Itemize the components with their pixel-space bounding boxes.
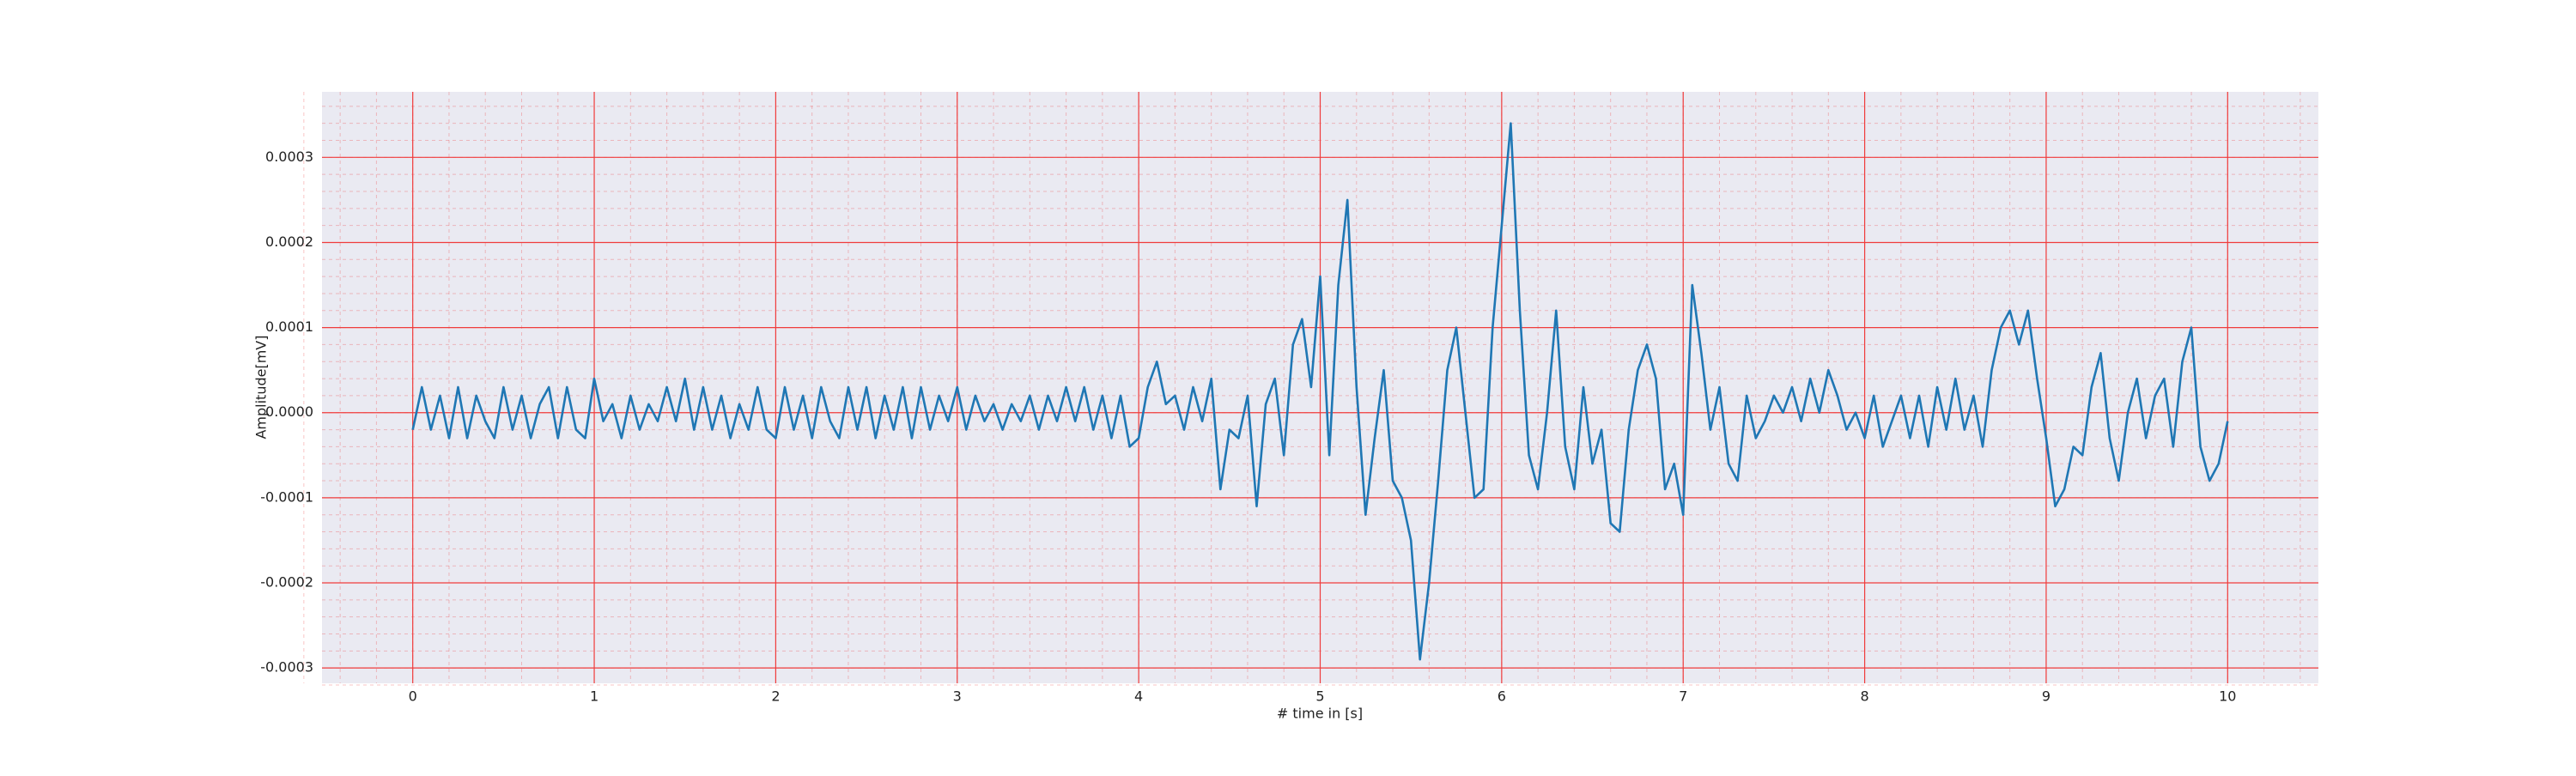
y-tick-label: -0.0002 (260, 574, 313, 591)
y-tick-label: 0.0003 (265, 149, 313, 165)
y-tick-label: 0.0000 (265, 403, 313, 420)
x-tick-label: 9 (2042, 688, 2050, 705)
signal-line (411, 122, 2229, 661)
x-tick-label: 0 (409, 688, 417, 705)
x-tick-label: 1 (590, 688, 598, 705)
y-tick-label: -0.0001 (260, 488, 313, 505)
x-tick-label: 4 (1134, 688, 1143, 705)
x-axis-label: # time in [s] (1277, 706, 1363, 722)
x-tick-label: 8 (1860, 688, 1868, 705)
x-tick-label: 10 (2219, 688, 2236, 705)
y-tick-label: 0.0001 (265, 318, 313, 335)
y-tick-label: 0.0002 (265, 233, 313, 250)
y-tick-label: -0.0003 (260, 659, 313, 676)
y-axis-label: Amplitude[mV] (253, 335, 270, 439)
x-tick-label: 6 (1498, 688, 1506, 705)
x-tick-label: 7 (1679, 688, 1687, 705)
x-tick-label: 3 (953, 688, 962, 705)
x-tick-label: 5 (1315, 688, 1324, 705)
x-tick-label: 2 (771, 688, 780, 705)
